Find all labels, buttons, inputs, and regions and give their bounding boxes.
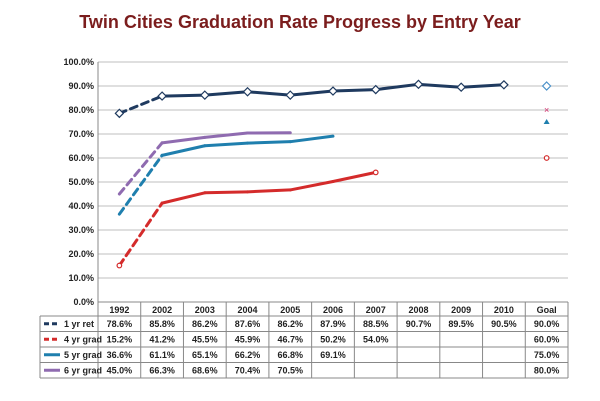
series-line-segment — [160, 135, 207, 145]
category-label: 2005 — [280, 305, 300, 315]
data-point — [370, 84, 381, 95]
series-line-segment — [246, 140, 292, 145]
series-line-segment — [117, 201, 164, 268]
series-line-segment — [203, 131, 250, 139]
data-label: 87.9% — [320, 319, 346, 329]
data-label: 66.2% — [235, 350, 261, 360]
category-label: 2002 — [152, 305, 172, 315]
data-label: 70.4% — [235, 365, 261, 375]
series-line-segment — [203, 90, 250, 97]
series-line-segment — [288, 89, 335, 97]
category-label: 2003 — [195, 305, 215, 315]
data-point — [242, 86, 253, 97]
series-line-segment — [246, 90, 292, 97]
data-label: 46.7% — [278, 334, 304, 344]
data-label: 78.6% — [107, 319, 133, 329]
series-line-segment — [416, 82, 463, 89]
data-label: 90.7% — [406, 319, 432, 329]
category-label: 2004 — [238, 305, 258, 315]
y-tick-label: 100.0% — [63, 57, 94, 67]
series-line-segment — [246, 188, 292, 194]
data-label: 45.9% — [235, 334, 261, 344]
series-line-segment — [374, 82, 420, 92]
data-point — [285, 90, 296, 100]
series-line-segment — [288, 180, 335, 192]
data-point — [372, 169, 379, 176]
data-point — [157, 91, 167, 101]
data-label: 45.5% — [192, 334, 218, 344]
series-line-segment — [288, 134, 335, 144]
series-line-segment — [331, 170, 378, 184]
category-label: 2010 — [494, 305, 514, 315]
series-line-segment — [459, 83, 506, 89]
data-label: 89.5% — [448, 319, 474, 329]
category-label: 1992 — [109, 305, 129, 315]
data-point — [199, 90, 210, 100]
category-label: 2007 — [366, 305, 386, 315]
data-label: 45.0% — [107, 365, 133, 375]
data-point — [543, 119, 550, 124]
series-line-segment — [203, 190, 250, 195]
data-label: 69.1% — [320, 350, 346, 360]
data-point — [456, 82, 467, 93]
data-label: 90.0% — [534, 319, 560, 329]
data-label: 75.0% — [534, 350, 560, 360]
y-tick-label: 0.0% — [73, 297, 94, 307]
data-point — [499, 79, 509, 90]
data-label: 86.2% — [278, 319, 304, 329]
data-label: 66.3% — [149, 365, 175, 375]
y-tick-label: 20.0% — [68, 249, 94, 259]
data-label: 36.6% — [107, 350, 133, 360]
y-tick-label: 30.0% — [68, 225, 94, 235]
legend-label: 4 yr grad — [64, 334, 102, 344]
data-label: 86.2% — [192, 319, 218, 329]
y-tick-label: 60.0% — [68, 153, 94, 163]
data-label: 54.0% — [363, 334, 389, 344]
data-label: 90.5% — [491, 319, 517, 329]
category-label: 2006 — [323, 305, 343, 315]
data-label: 61.1% — [149, 350, 175, 360]
data-label: 87.6% — [235, 319, 261, 329]
series-line-segment — [203, 141, 250, 148]
chart-title: Twin Cities Graduation Rate Progress by … — [79, 12, 521, 32]
data-point — [541, 81, 552, 91]
y-tick-label: 80.0% — [68, 105, 94, 115]
data-label: 85.8% — [149, 319, 175, 329]
series-line-segment — [117, 153, 164, 216]
legend-label: 6 yr grad — [64, 365, 102, 375]
category-label: 2008 — [408, 305, 428, 315]
data-label: 60.0% — [534, 334, 560, 344]
legend-label: 1 yr ret — [64, 319, 94, 329]
series-line-segment — [117, 94, 164, 115]
data-label: 65.1% — [192, 350, 218, 360]
data-point: × — [544, 105, 549, 115]
data-label: 80.0% — [534, 365, 560, 375]
data-label: 15.2% — [107, 334, 133, 344]
y-tick-label: 40.0% — [68, 201, 94, 211]
y-tick-label: 90.0% — [68, 81, 94, 91]
data-point — [114, 108, 125, 119]
series-line-segment — [160, 191, 207, 205]
series-line-segment — [160, 144, 207, 157]
data-label: 50.2% — [320, 334, 346, 344]
y-tick-label: 10.0% — [68, 273, 94, 283]
y-tick-label: 50.0% — [68, 177, 94, 187]
data-label: 41.2% — [149, 334, 175, 344]
data-point — [413, 79, 424, 90]
data-label: 68.6% — [192, 365, 218, 375]
data-point — [328, 86, 338, 96]
data-label: 70.5% — [278, 365, 304, 375]
category-label: Goal — [537, 305, 557, 315]
series-line-segment — [117, 141, 164, 196]
data-point — [543, 155, 550, 161]
data-label: 88.5% — [363, 319, 389, 329]
legend-label: 5 yr grad — [64, 350, 102, 360]
series-line-segment — [160, 93, 207, 98]
data-label: 66.8% — [278, 350, 304, 360]
y-tick-label: 70.0% — [68, 129, 94, 139]
category-label: 2009 — [451, 305, 471, 315]
series-line-segment — [331, 88, 378, 93]
data-point — [116, 262, 123, 269]
